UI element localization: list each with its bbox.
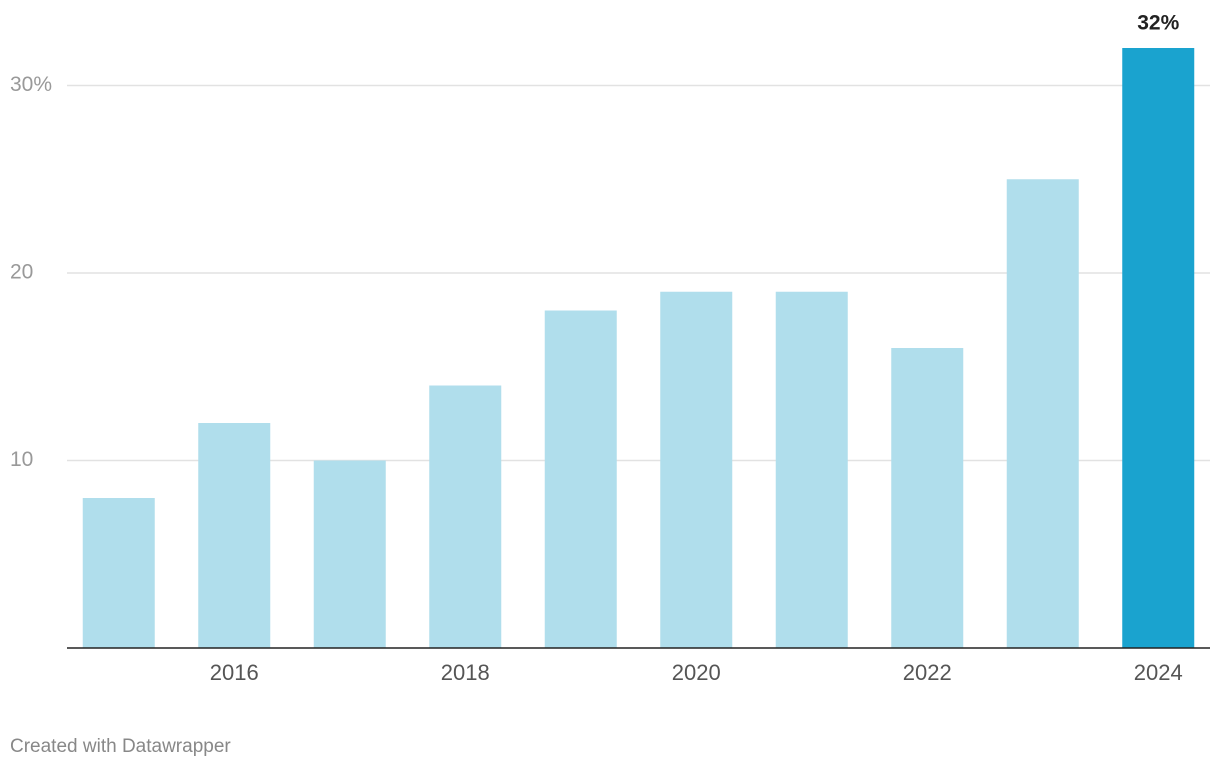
bar [660,291,733,648]
bar [1122,48,1195,648]
bar [82,498,155,648]
bar [775,291,848,648]
y-tick-label: 20 [10,261,33,284]
bar [429,385,502,648]
bar [313,460,386,648]
bar [891,348,964,648]
x-tick-label: 2022 [903,660,952,685]
x-tick-label: 2016 [210,660,259,685]
y-tick-label: 30% [10,73,52,96]
x-tick-label: 2018 [441,660,490,685]
credit: Created with Datawrapper [10,736,231,757]
bar [544,310,617,648]
bar [1006,179,1079,648]
x-tick-label: 2020 [672,660,721,685]
x-tick-label: 2024 [1134,660,1183,685]
value-label: 32% [1137,12,1179,35]
y-tick-label: 10 [10,448,33,471]
bar [198,423,271,648]
